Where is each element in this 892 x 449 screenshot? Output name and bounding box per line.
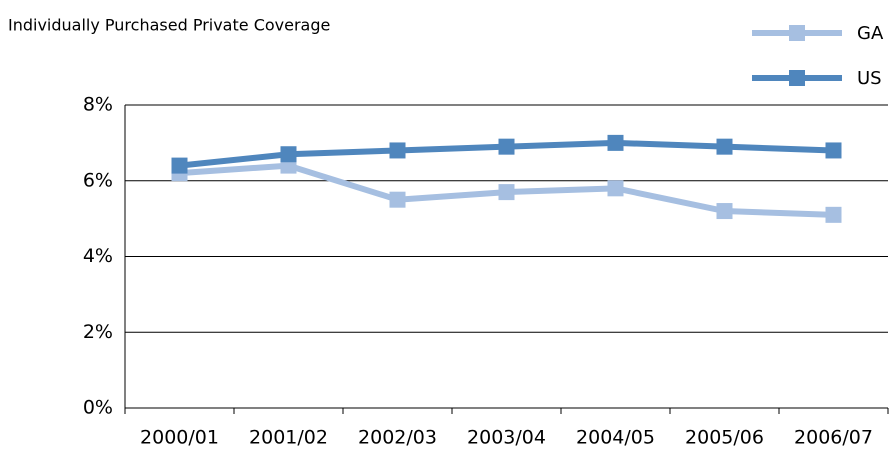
y-tick-label: 2% bbox=[83, 321, 113, 343]
legend-marker bbox=[789, 25, 805, 41]
x-tick-label: 2003/04 bbox=[467, 427, 546, 449]
y-tick-label: 8% bbox=[83, 94, 113, 116]
point-marker bbox=[825, 206, 842, 223]
x-tick-label: 2004/05 bbox=[576, 427, 655, 449]
point-marker bbox=[280, 146, 297, 163]
y-tick-label: 0% bbox=[83, 397, 113, 419]
point-marker bbox=[171, 157, 188, 174]
x-tick-label: 2005/06 bbox=[685, 427, 764, 449]
point-marker bbox=[825, 142, 842, 159]
point-marker bbox=[607, 134, 624, 151]
x-tick-label: 2002/03 bbox=[358, 427, 437, 449]
point-marker bbox=[716, 203, 733, 220]
x-tick-label: 2000/01 bbox=[140, 427, 219, 449]
legend-marker bbox=[789, 70, 805, 86]
point-marker bbox=[607, 180, 624, 197]
point-marker bbox=[716, 138, 733, 155]
y-tick-label: 4% bbox=[83, 245, 113, 267]
chart-title: Individually Purchased Private Coverage bbox=[8, 16, 330, 35]
x-tick-label: 2006/07 bbox=[794, 427, 873, 449]
legend-label: US bbox=[857, 68, 882, 89]
point-marker bbox=[498, 184, 515, 201]
x-tick-label: 2001/02 bbox=[249, 427, 328, 449]
point-marker bbox=[389, 142, 406, 159]
legend-label: GA bbox=[857, 23, 884, 44]
y-tick-label: 6% bbox=[83, 169, 113, 191]
point-marker bbox=[389, 191, 406, 208]
point-marker bbox=[498, 138, 515, 155]
